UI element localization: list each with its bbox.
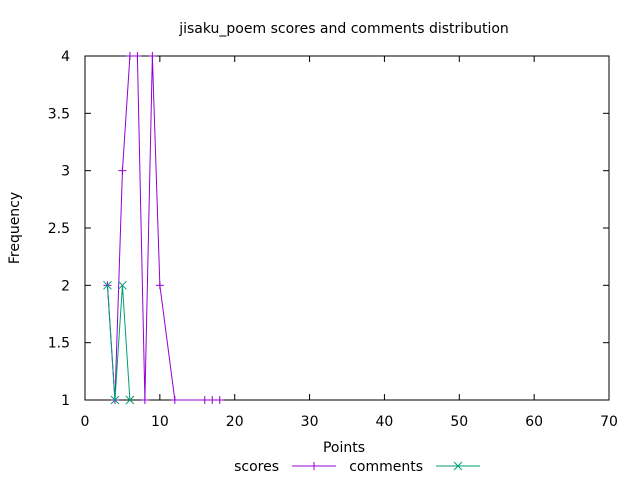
data-point-scores: [125, 52, 134, 60]
legend-swatch-marker: [453, 461, 463, 471]
series-layer: [103, 52, 224, 405]
y-axis-label: Frequency: [7, 192, 23, 264]
series-line-scores: [106, 55, 220, 401]
data-point-comments: [103, 280, 112, 290]
y-axis: 1 1.5 2 2.5 3 3.5 4: [48, 49, 609, 409]
data-point-scores: [118, 166, 127, 175]
x-tick-label: 10: [151, 414, 169, 430]
y-tick-label: 3.5: [48, 106, 70, 122]
series-comments: [103, 280, 135, 405]
legend-label: scores: [234, 459, 279, 475]
legend-label: comments: [349, 459, 423, 475]
marker-stroke: [453, 461, 463, 471]
data-point-scores: [155, 281, 164, 290]
x-tick-label: 0: [81, 414, 90, 430]
series-line-comments: [106, 285, 131, 401]
data-point-comments: [125, 395, 135, 405]
y-tick-label: 1.5: [48, 336, 70, 352]
data-point-scores: [140, 396, 149, 404]
marker-stroke: [125, 395, 135, 405]
data-point-scores: [133, 52, 142, 60]
legend-entry-comments: comments: [349, 459, 480, 475]
x-tick-label: 50: [450, 414, 468, 430]
x-axis-label: Points: [323, 440, 365, 456]
marker-stroke: [103, 280, 112, 290]
data-point-scores: [215, 396, 224, 404]
y-tick-label: 2: [61, 278, 70, 294]
legend-entry-scores: scores: [234, 459, 336, 475]
y-tick-label: 1: [61, 393, 70, 409]
data-point-comments: [118, 280, 127, 290]
x-tick-label: 30: [301, 414, 319, 430]
y-tick-label: 2.5: [48, 221, 70, 237]
marker-stroke: [110, 395, 120, 405]
data-point-scores: [208, 396, 217, 404]
x-tick-label: 60: [525, 414, 543, 430]
plot-area-border: [84, 55, 610, 401]
series-scores: [103, 52, 224, 404]
x-tick-label: 20: [226, 414, 244, 430]
x-tick-label: 40: [376, 414, 394, 430]
chart-title: jisaku_poem scores and comments distribu…: [178, 21, 509, 37]
y-tick-label: 3: [61, 164, 70, 180]
data-point-scores: [148, 52, 157, 60]
data-point-scores: [170, 396, 179, 404]
legend: scores comments: [234, 459, 480, 475]
x-axis: 0 10 20 30 40 50 60 70: [81, 56, 618, 430]
x-tick-label: 70: [600, 414, 618, 430]
data-point-scores: [200, 396, 209, 404]
marker-stroke: [118, 280, 127, 290]
y-tick-label: 4: [61, 49, 70, 65]
legend-swatch-marker: [310, 462, 318, 470]
data-point-comments: [110, 395, 120, 405]
